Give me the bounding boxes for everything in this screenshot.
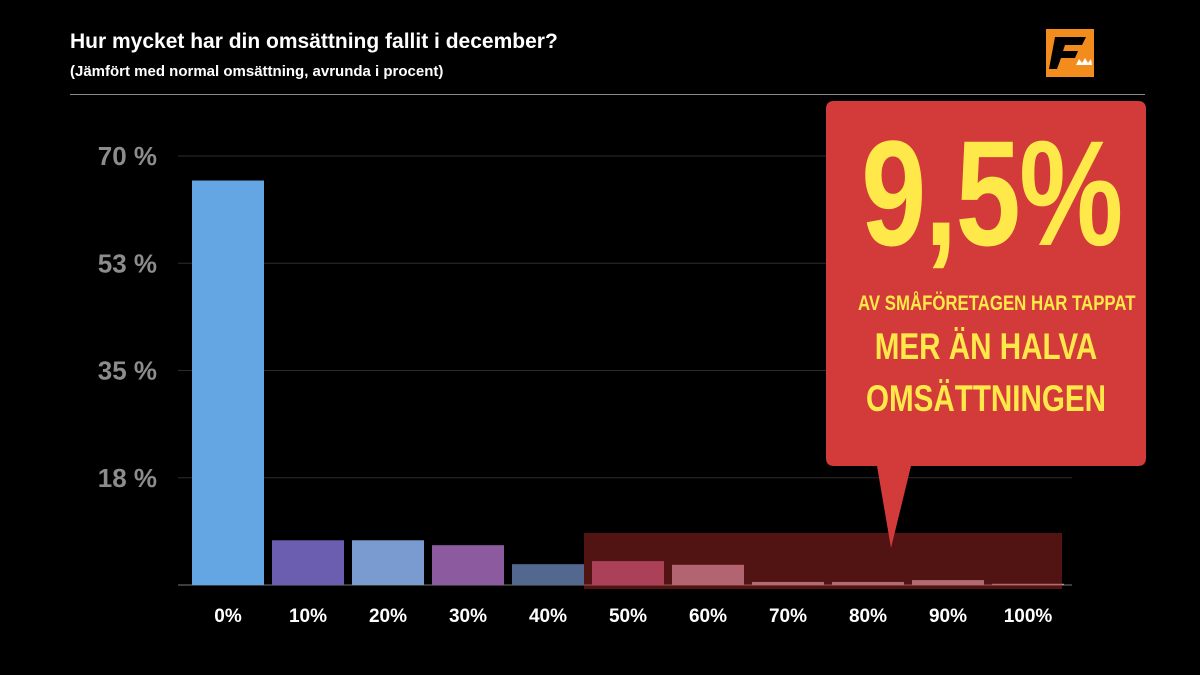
bar-20pct: [352, 540, 424, 585]
chart-title: Hur mycket har din omsättning fallit i d…: [70, 30, 558, 53]
chart-subtitle: (Jämfört med normal omsättning, avrunda …: [70, 63, 444, 80]
bar-90pct: [912, 580, 984, 585]
x-tick-label: 100%: [1004, 606, 1053, 627]
crown-icon: [1076, 58, 1092, 65]
callout-percentage: 9,5%: [861, 109, 1123, 277]
bar-60pct: [672, 564, 744, 585]
x-tick-label: 90%: [929, 606, 967, 627]
y-tick-label: 35 %: [98, 356, 157, 386]
callout-bubble: [826, 101, 1146, 548]
x-tick-label: 30%: [449, 606, 487, 627]
x-tick-label: 0%: [214, 606, 242, 627]
y-tick-label: 53 %: [98, 248, 157, 278]
callout-line-1: AV SMÅFÖRETAGEN HAR TAPPAT: [858, 292, 1136, 315]
x-tick-label: 20%: [369, 606, 407, 627]
bar-30pct: [432, 545, 504, 585]
bar-0pct: [192, 180, 264, 585]
x-tick-label: 40%: [529, 606, 567, 627]
bar-70pct: [752, 581, 824, 585]
bar-10pct: [272, 540, 344, 585]
x-tick-label: 70%: [769, 606, 807, 627]
highlight-band: [584, 532, 1062, 589]
f-brand-logo-icon: [1046, 29, 1094, 77]
x-tick-label: 50%: [609, 606, 647, 627]
callout-line-3: OMSÄTTNINGEN: [865, 378, 1107, 419]
y-tick-label: 18 %: [98, 463, 157, 493]
bar-40pct: [512, 564, 584, 585]
x-tick-label: 80%: [849, 606, 887, 627]
callout-line-2: MER ÄN HALVA: [874, 326, 1098, 367]
bar-100pct: [992, 583, 1064, 585]
header-divider: [70, 94, 1145, 95]
y-tick-label: 70 %: [98, 141, 157, 171]
bar-50pct: [592, 561, 664, 585]
x-tick-label: 10%: [289, 606, 327, 627]
x-tick-label: 60%: [689, 606, 727, 627]
bar-80pct: [832, 581, 904, 585]
